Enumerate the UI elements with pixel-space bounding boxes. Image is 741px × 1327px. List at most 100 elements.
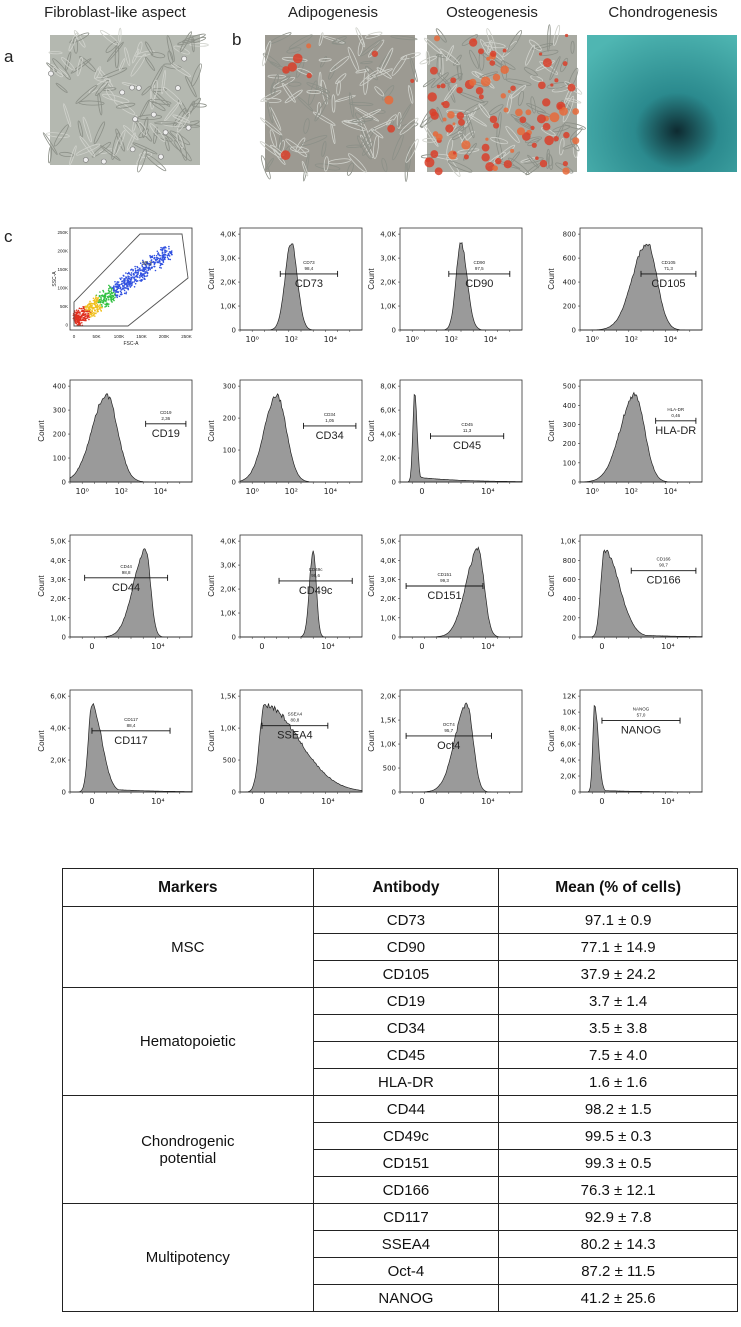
row: SSEA4 80.2 ± 14.3: [63, 1230, 738, 1258]
y-tick-label: 4,0K: [50, 725, 66, 733]
y-axis-label: Count: [367, 268, 376, 290]
event: [88, 305, 91, 308]
round-cell: [129, 84, 135, 91]
event: [158, 266, 161, 269]
event: [86, 304, 89, 307]
histogram: [400, 242, 522, 331]
y-tick-label: 1,0K: [380, 741, 396, 749]
y-tick-label: 2,0K: [220, 586, 236, 594]
event: [101, 306, 104, 309]
gate-value: 99,3: [142, 261, 152, 267]
micrograph: [587, 35, 737, 172]
event: [113, 299, 115, 302]
event: [141, 265, 144, 268]
gate-name: CD19: [160, 410, 172, 415]
y-axis-label: Count: [207, 420, 216, 442]
y-tick-label: 2,0K: [380, 279, 396, 287]
y-tick-label: 1,0K: [380, 303, 396, 311]
event: [144, 270, 146, 273]
marker-label: CD166: [646, 575, 680, 587]
micrograph: [42, 27, 209, 173]
event: [156, 258, 158, 261]
event: [137, 276, 139, 278]
stain: [489, 60, 496, 66]
event: [109, 286, 111, 289]
cell: 76.3 ± 12.1: [498, 1176, 738, 1204]
row: MSC CD73 97.1 ± 0.9: [62, 906, 738, 988]
event: [94, 309, 96, 311]
cell: [279, 75, 291, 84]
cell: [301, 160, 309, 177]
y-tick-label: 0: [232, 327, 236, 335]
cell: [192, 36, 207, 43]
event: [158, 259, 160, 262]
cell: [439, 48, 460, 66]
stain: [542, 58, 552, 68]
cell: [553, 24, 560, 46]
stain: [562, 161, 568, 167]
event: [121, 277, 123, 279]
event: [84, 306, 86, 309]
cell: [161, 69, 166, 95]
cell: [523, 157, 544, 164]
y-tick-label: 4,0K: [380, 557, 396, 565]
event: [104, 303, 106, 305]
event: [159, 262, 162, 265]
event: [78, 307, 81, 310]
event: [100, 297, 102, 299]
event: [168, 245, 170, 248]
y-tick-label: 1,5K: [220, 693, 236, 701]
event: [144, 268, 147, 271]
cell: [435, 28, 447, 43]
event: [86, 310, 89, 313]
histogram: [240, 550, 362, 638]
y-tick-label: 500: [223, 757, 236, 765]
cell: [490, 137, 509, 145]
event: [129, 282, 132, 285]
stain: [557, 103, 563, 110]
cell: [479, 39, 495, 62]
event: [106, 292, 108, 295]
y-tick-label: 1,0K: [220, 610, 236, 618]
event: [87, 306, 90, 309]
cell: [471, 71, 492, 82]
cell: [420, 108, 434, 129]
cell: [507, 30, 523, 53]
marker-label: HLA-DR: [655, 425, 696, 437]
cell: [346, 144, 363, 148]
cell: [137, 148, 147, 173]
cell: [260, 155, 271, 180]
event: [79, 319, 81, 322]
y-tick-label: 0: [572, 479, 576, 487]
cell: [381, 85, 395, 101]
y-tick-label: 1,0K: [50, 614, 66, 622]
stain: [306, 43, 312, 49]
gate-value: 97,5: [475, 266, 484, 271]
stain: [530, 125, 535, 130]
y-tick-label: 3,0K: [50, 576, 66, 584]
x-tick-label: 10⁰: [246, 487, 259, 496]
cell: [322, 35, 345, 44]
event: [153, 261, 155, 264]
micrograph: [419, 24, 586, 177]
x-axis-label: FSC-A: [124, 341, 140, 347]
event: [123, 286, 126, 289]
event: [75, 309, 78, 311]
cell: [422, 122, 439, 147]
cell: [318, 71, 322, 88]
cell: [105, 40, 119, 53]
gate-value: 71,3: [664, 266, 673, 271]
cell: [436, 106, 444, 123]
event: [75, 312, 78, 315]
y-tick-label: 2,0K: [50, 595, 66, 603]
event: [149, 254, 151, 257]
event: [127, 287, 130, 290]
y-tick-label: 3,0K: [380, 576, 396, 584]
stain: [516, 127, 525, 136]
cell: CD34: [312, 1014, 500, 1042]
cell: [151, 79, 158, 100]
cell: [495, 135, 503, 161]
stain: [427, 92, 437, 102]
gate-name: SSEA4: [288, 712, 303, 717]
